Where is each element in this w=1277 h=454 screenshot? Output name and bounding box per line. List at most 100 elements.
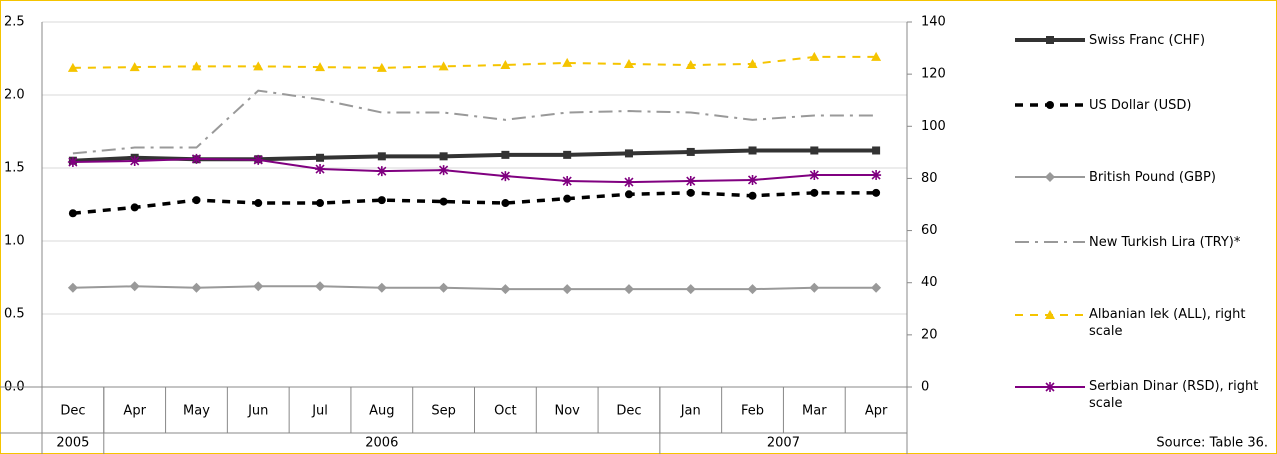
y-tick-label: 1.5 (4, 161, 25, 176)
year-label: 2005 (56, 436, 89, 451)
marker (747, 174, 758, 185)
marker (316, 199, 325, 208)
marker (623, 284, 634, 295)
source: Source: Table 36. (1156, 436, 1268, 451)
marker (624, 190, 633, 199)
marker (624, 149, 633, 158)
marker (685, 176, 696, 187)
marker (809, 51, 820, 61)
marker (500, 284, 511, 295)
marker (315, 164, 326, 175)
marker (130, 203, 139, 212)
legend-label: US Dollar (USD) (1089, 97, 1192, 113)
year-label: 2006 (365, 436, 398, 451)
marker (563, 194, 572, 203)
series-line (72, 89, 877, 155)
marker (438, 165, 449, 176)
marker (871, 282, 882, 293)
marker (191, 282, 202, 293)
marker (192, 196, 201, 205)
y-tick-label: 0.5 (4, 307, 25, 322)
marker (315, 281, 326, 292)
legend-label: New Turkish Lira (TRY)* (1089, 234, 1241, 250)
marker (438, 282, 449, 293)
y-tick-label: 2.5 (4, 15, 25, 30)
year-label: 2007 (767, 436, 800, 451)
x-tick-label: Jan (680, 404, 701, 419)
marker (376, 282, 387, 293)
marker (871, 51, 882, 61)
y-tick-label: 2.0 (4, 88, 25, 103)
marker (67, 157, 78, 168)
marker (439, 197, 448, 206)
marker (191, 61, 202, 71)
marker (747, 58, 758, 68)
x-tick-label: Sep (431, 404, 456, 419)
marker (67, 282, 78, 293)
marker (871, 170, 882, 181)
legend-label: British Pound (GBP) (1089, 169, 1216, 185)
marker (748, 146, 757, 155)
legend-marker (1045, 382, 1055, 392)
legend-marker (1045, 310, 1055, 319)
y2-tick-label: 0 (921, 380, 929, 395)
marker (129, 62, 140, 72)
marker (377, 196, 386, 205)
marker (438, 61, 449, 71)
marker (872, 188, 881, 197)
marker (562, 176, 573, 187)
marker (686, 147, 695, 156)
series-line (72, 285, 877, 291)
marker (686, 188, 695, 197)
y2-tick-label: 60 (921, 223, 938, 238)
marker (439, 152, 448, 161)
x-tick-label: Oct (494, 404, 516, 419)
marker (562, 284, 573, 295)
x-tick-label: Dec (616, 404, 641, 419)
y2-tick-label: 20 (921, 327, 938, 342)
marker (501, 150, 510, 159)
marker (623, 177, 634, 188)
marker (562, 57, 573, 67)
marker (316, 153, 325, 162)
marker (500, 171, 511, 182)
y2-tick-label: 100 (921, 119, 946, 134)
marker (377, 152, 386, 161)
marker (810, 188, 819, 197)
marker (810, 146, 819, 155)
legend-label: Swiss Franc (CHF) (1089, 32, 1206, 48)
x-tick-label: May (183, 404, 210, 419)
legend-marker (1046, 36, 1054, 44)
x-tick-label: Jun (247, 404, 268, 419)
marker (191, 153, 202, 164)
marker (685, 60, 696, 70)
y-tick-label: 1.0 (4, 234, 25, 249)
marker (68, 209, 77, 218)
x-tick-label: Dec (60, 404, 85, 419)
x-tick-label: Apr (123, 404, 146, 419)
marker (129, 281, 140, 292)
x-tick-label: Apr (865, 404, 888, 419)
marker (747, 284, 758, 295)
marker (376, 62, 387, 72)
y2-tick-label: 40 (921, 275, 938, 290)
marker (254, 199, 263, 208)
marker (376, 166, 387, 177)
marker (253, 61, 264, 71)
marker (501, 199, 510, 208)
marker (809, 282, 820, 293)
marker (253, 281, 264, 292)
marker (872, 146, 881, 155)
y2-tick-label: 140 (921, 15, 946, 30)
y2-tick-label: 120 (921, 67, 946, 82)
x-tick-label: Mar (802, 404, 827, 419)
x-tick-label: Aug (369, 404, 394, 419)
legend-marker (1045, 172, 1055, 182)
marker (315, 62, 326, 72)
marker (563, 150, 572, 159)
marker (809, 170, 820, 181)
x-tick-label: Feb (741, 404, 764, 419)
